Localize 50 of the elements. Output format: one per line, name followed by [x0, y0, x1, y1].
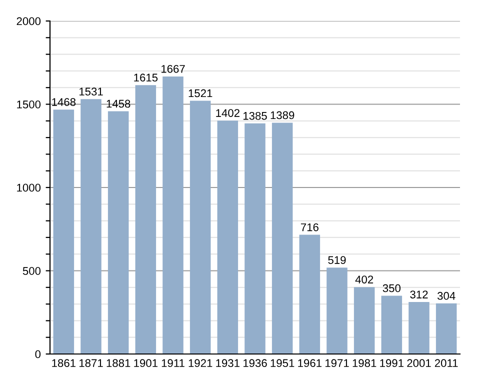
data-label: 304	[437, 292, 456, 300]
x-tick-label: 1971	[325, 359, 349, 368]
data-label: 1458	[106, 100, 130, 108]
x-tick-label: 2001	[407, 359, 431, 368]
bar	[80, 99, 102, 354]
data-label: 1402	[216, 109, 240, 117]
y-tick-label: 0	[35, 350, 41, 358]
y-tick-label: 1000	[17, 184, 41, 192]
x-tick-label: 2011	[434, 359, 458, 368]
bar	[408, 302, 430, 354]
x-tick-label: 1881	[106, 359, 130, 368]
y-tick-label: 1500	[17, 100, 41, 108]
bar	[326, 268, 348, 354]
x-tick-label: 1861	[52, 359, 76, 368]
x-tick-label: 1951	[270, 359, 294, 368]
x-tick-label: 1936	[243, 359, 267, 368]
y-tick-label: 500	[22, 267, 41, 275]
bar	[190, 100, 211, 354]
data-label: 1468	[52, 98, 76, 106]
x-tick-label: 1921	[188, 359, 212, 368]
bar	[244, 123, 266, 354]
data-label: 1615	[134, 74, 158, 82]
bar	[135, 85, 156, 354]
x-tick-label: 1991	[380, 359, 404, 368]
bar	[217, 120, 238, 354]
data-label: 350	[382, 284, 400, 292]
data-label: 1531	[79, 88, 103, 96]
x-tick-label: 1871	[79, 359, 103, 368]
bar	[436, 303, 457, 354]
data-label: 402	[355, 276, 374, 284]
data-label: 1521	[188, 89, 212, 98]
data-label: 1667	[161, 64, 185, 73]
y-tick-label: 2000	[16, 17, 41, 26]
data-label: 1385	[243, 112, 267, 120]
x-tick-label: 1961	[298, 359, 322, 368]
bar	[381, 296, 402, 354]
bar	[108, 111, 129, 354]
bar	[162, 76, 184, 354]
x-tick-label: 1981	[352, 359, 376, 368]
data-label: 312	[410, 290, 428, 298]
bar	[354, 287, 375, 354]
data-label: 716	[300, 223, 318, 232]
bar	[53, 110, 74, 354]
x-tick-label: 1931	[216, 359, 240, 368]
bar	[272, 122, 293, 354]
data-label: 1389	[270, 111, 294, 120]
x-tick-label: 1911	[162, 359, 184, 368]
x-tick-label: 1901	[134, 359, 158, 368]
bar	[299, 234, 320, 354]
data-label: 519	[328, 256, 346, 264]
